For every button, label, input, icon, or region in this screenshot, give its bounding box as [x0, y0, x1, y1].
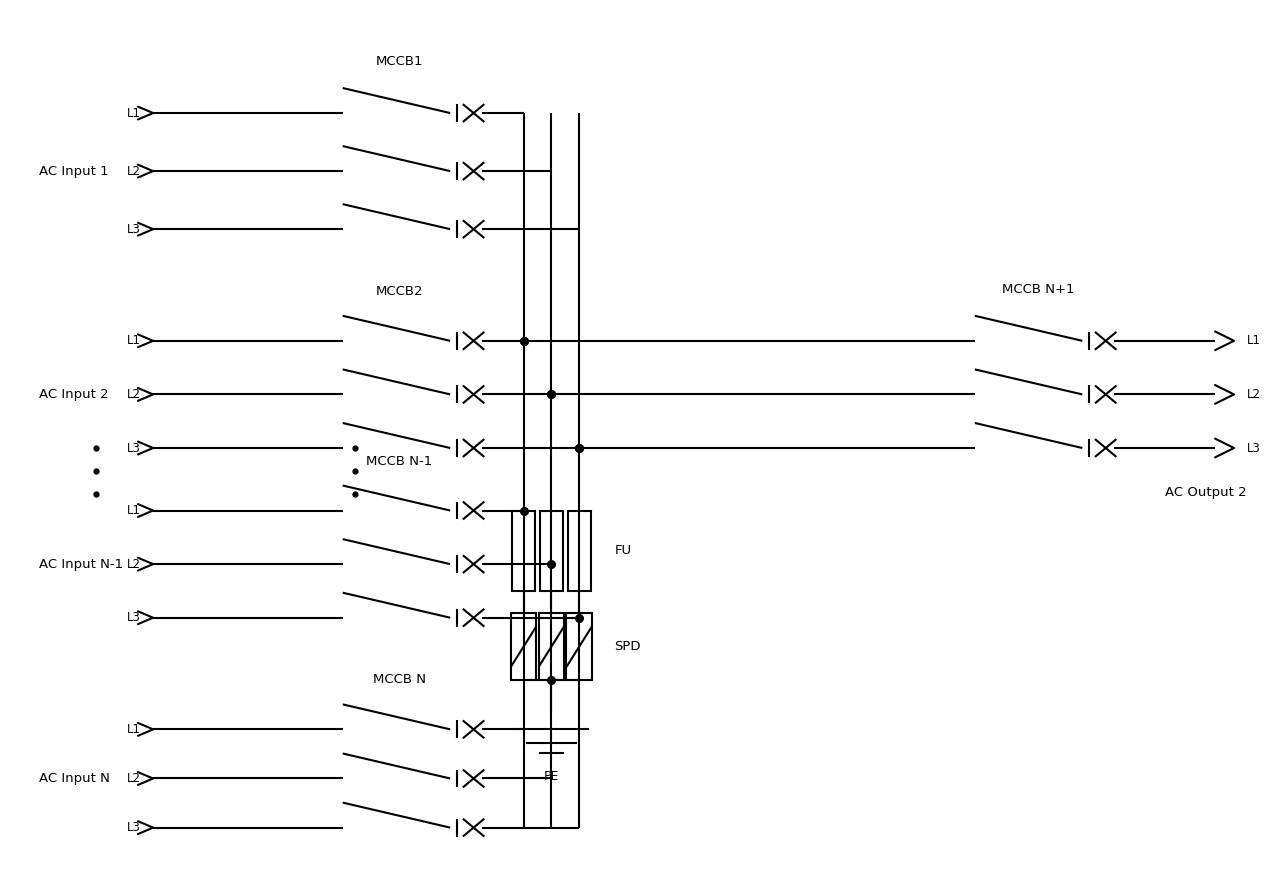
Text: SPD: SPD: [614, 640, 641, 653]
Text: L1: L1: [127, 107, 141, 119]
Bar: [566, 613, 592, 680]
Bar: [568, 511, 590, 591]
Text: L1: L1: [1247, 334, 1261, 348]
Text: L2: L2: [127, 388, 141, 401]
Text: AC Input N-1: AC Input N-1: [39, 557, 123, 571]
Text: MCCB1: MCCB1: [376, 56, 423, 68]
Text: AC Input 2: AC Input 2: [39, 388, 109, 401]
Text: L3: L3: [127, 821, 141, 834]
Text: PE: PE: [544, 770, 559, 782]
Bar: [540, 511, 563, 591]
Text: L3: L3: [127, 442, 141, 454]
Text: L2: L2: [127, 557, 141, 571]
Text: AC Input N: AC Input N: [39, 772, 110, 785]
Text: L3: L3: [127, 611, 141, 625]
Text: MCCB N+1: MCCB N+1: [1002, 283, 1074, 297]
Text: AC Input 1: AC Input 1: [39, 165, 109, 177]
Text: L1: L1: [127, 504, 141, 517]
Text: FU: FU: [614, 544, 632, 557]
Text: L2: L2: [127, 165, 141, 177]
Bar: [511, 613, 536, 680]
Bar: [512, 511, 535, 591]
Text: L2: L2: [127, 772, 141, 785]
Text: L1: L1: [127, 723, 141, 736]
Text: L1: L1: [127, 334, 141, 348]
Text: MCCB2: MCCB2: [376, 285, 423, 298]
Text: MCCB N-1: MCCB N-1: [366, 454, 433, 468]
Text: AC Output 2: AC Output 2: [1166, 487, 1247, 499]
Text: L3: L3: [1247, 442, 1261, 454]
Text: L3: L3: [127, 223, 141, 236]
Text: L2: L2: [1247, 388, 1261, 401]
Bar: [538, 613, 564, 680]
Text: MCCB N: MCCB N: [372, 674, 426, 686]
